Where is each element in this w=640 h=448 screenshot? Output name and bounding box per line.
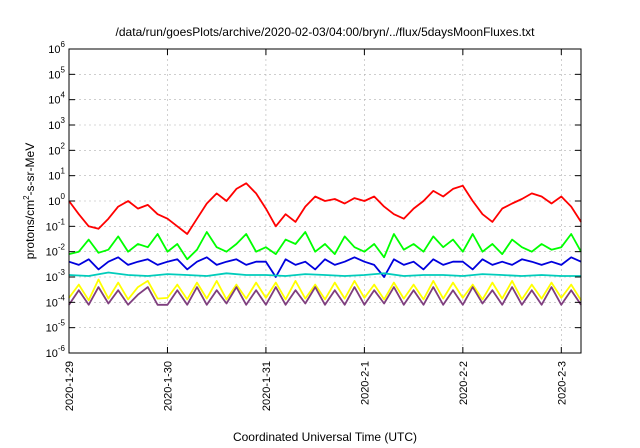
series-line-5 [68,278,582,302]
series-line-6 [68,286,582,306]
series-line-3 [68,256,582,278]
x-tick-label: 2020-2-1 [359,361,371,405]
y-tick-label: 10-6 [46,344,66,360]
x-tick-label: 2020-2-2 [458,361,470,405]
y-axis-tick-labels: 10-6 10-5 10-4 10-3 10-2 10-1 100 101 102 103 104 1… [46,40,66,360]
y-tick-label: 10-3 [46,268,66,284]
y-tick-label: 102 [48,141,65,157]
x-tick-label: 2020-1-30 [162,361,174,411]
y-tick-label: 100 [48,192,65,208]
y-axis-label: protons/cm2-s-sr-MeV [22,143,37,259]
y-tick-label: 106 [48,40,65,56]
x-tick-label: 2020-1-29 [64,361,76,411]
x-axis-tick-labels: 2020-1-29 2020-1-30 2020-1-31 2020-2-1 2020-… [64,361,568,411]
y-tick-label: 104 [48,91,65,107]
y-tick-label: 10-5 [46,319,66,335]
x-axis-label: Coordinated Universal Time (UTC) [233,430,417,444]
y-tick-label: 103 [48,116,65,132]
y-tick-label: 10-2 [46,243,66,259]
y-tick-label: 10-4 [46,293,66,309]
y-tick-label: 101 [48,167,65,183]
y-tick-label: 10-1 [46,217,66,233]
x-tick-label: 2020-1-31 [261,361,273,411]
series-line-2 [68,231,582,261]
x-tick-label: 2020-2-3 [556,361,568,405]
axis-ticks [68,48,581,354]
series-layer [68,182,582,306]
series-line-4 [68,271,581,277]
y-tick-label: 105 [48,65,65,81]
series-line-1 [68,182,582,235]
chart-title: /data/run/goesPlots/archive/2020-02-03/0… [116,25,536,39]
